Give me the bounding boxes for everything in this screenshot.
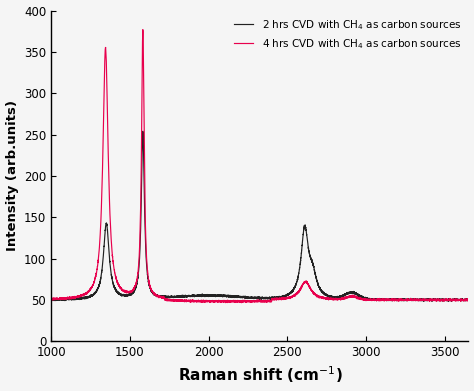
- 2 hrs CVD with CH$_4$ as carbon sources: [295, 274, 301, 279]
- 2 hrs CVD with CH$_4$ as carbon sources: [48, 297, 54, 302]
- 4 hrs CVD with CH$_4$ as carbon sources: [465, 297, 471, 302]
- 2 hrs CVD with CH$_4$ as carbon sources: [140, 129, 146, 134]
- 2 hrs CVD with CH$_4$ as carbon sources: [69, 297, 75, 301]
- 2 hrs CVD with CH$_4$ as carbon sources: [313, 277, 319, 282]
- 4 hrs CVD with CH$_4$ as carbon sources: [380, 298, 386, 302]
- Line: 4 hrs CVD with CH$_4$ as carbon sources: 4 hrs CVD with CH$_4$ as carbon sources: [51, 30, 468, 303]
- 4 hrs CVD with CH$_4$ as carbon sources: [295, 290, 301, 294]
- X-axis label: Raman shift (cm$^{-1}$): Raman shift (cm$^{-1}$): [177, 365, 342, 386]
- 4 hrs CVD with CH$_4$ as carbon sources: [238, 300, 244, 305]
- 4 hrs CVD with CH$_4$ as carbon sources: [200, 299, 205, 303]
- 4 hrs CVD with CH$_4$ as carbon sources: [314, 293, 319, 298]
- Legend: 2 hrs CVD with CH$_4$ as carbon sources, 4 hrs CVD with CH$_4$ as carbon sources: 2 hrs CVD with CH$_4$ as carbon sources,…: [230, 14, 465, 55]
- 2 hrs CVD with CH$_4$ as carbon sources: [380, 298, 386, 303]
- 4 hrs CVD with CH$_4$ as carbon sources: [69, 296, 75, 301]
- Y-axis label: Intensity (arb.units): Intensity (arb.units): [6, 100, 18, 251]
- 2 hrs CVD with CH$_4$ as carbon sources: [446, 299, 451, 304]
- 2 hrs CVD with CH$_4$ as carbon sources: [200, 292, 205, 297]
- 4 hrs CVD with CH$_4$ as carbon sources: [140, 27, 146, 32]
- 4 hrs CVD with CH$_4$ as carbon sources: [358, 297, 364, 301]
- Line: 2 hrs CVD with CH$_4$ as carbon sources: 2 hrs CVD with CH$_4$ as carbon sources: [51, 131, 468, 301]
- 2 hrs CVD with CH$_4$ as carbon sources: [465, 297, 471, 301]
- 4 hrs CVD with CH$_4$ as carbon sources: [48, 296, 54, 301]
- 2 hrs CVD with CH$_4$ as carbon sources: [358, 294, 364, 299]
